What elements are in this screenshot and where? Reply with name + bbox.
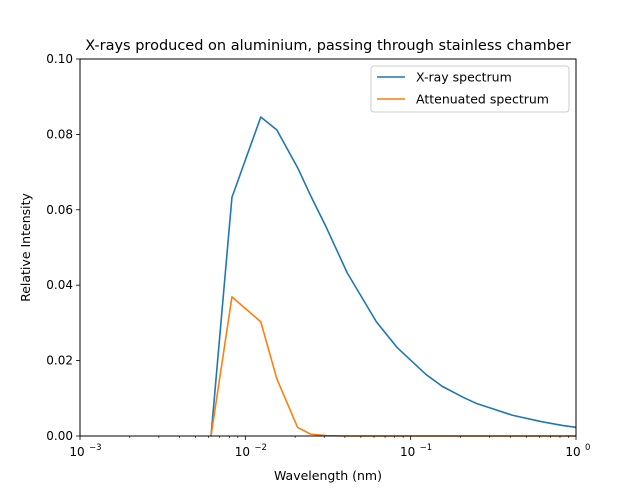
x-tick-label: 10 <box>400 445 415 459</box>
x-tick-label: 10 <box>69 445 84 459</box>
legend-label: X-ray spectrum <box>416 70 512 85</box>
y-axis-label: Relative Intensity <box>18 193 33 302</box>
x-tick-exponent: −2 <box>254 443 267 453</box>
x-tick-exponent: 0 <box>585 443 590 453</box>
y-axis: 0.00 0.02 0.04 0.06 0.08 0.10 <box>46 52 80 443</box>
plot-lines <box>210 116 577 437</box>
x-tick-label: 10 <box>235 445 250 459</box>
y-tick-label: 0.04 <box>46 278 73 292</box>
y-tick-label: 0.10 <box>46 52 73 66</box>
plot-frame <box>79 58 577 437</box>
y-tick-label: 0.06 <box>46 203 73 217</box>
legend: X-ray spectrum Attenuated spectrum <box>370 65 570 113</box>
x-tick-exponent: −3 <box>89 443 102 453</box>
x-tick-exponent: −1 <box>420 443 433 453</box>
x-axis: 10 −3 10 −2 10 −1 10 0 <box>69 436 590 459</box>
legend-label: Attenuated spectrum <box>416 92 549 107</box>
y-tick-label: 0.08 <box>46 127 73 141</box>
chart-title: X-rays produced on aluminium, passing th… <box>85 38 571 54</box>
y-tick-label: 0.02 <box>46 354 73 368</box>
series-line-1 <box>210 296 576 437</box>
legend-box <box>370 65 570 113</box>
x-axis-label: Wavelength (nm) <box>274 468 382 483</box>
y-tick-label: 0.00 <box>46 429 73 443</box>
x-tick-label: 10 <box>565 445 580 459</box>
series-line-0 <box>210 116 577 437</box>
